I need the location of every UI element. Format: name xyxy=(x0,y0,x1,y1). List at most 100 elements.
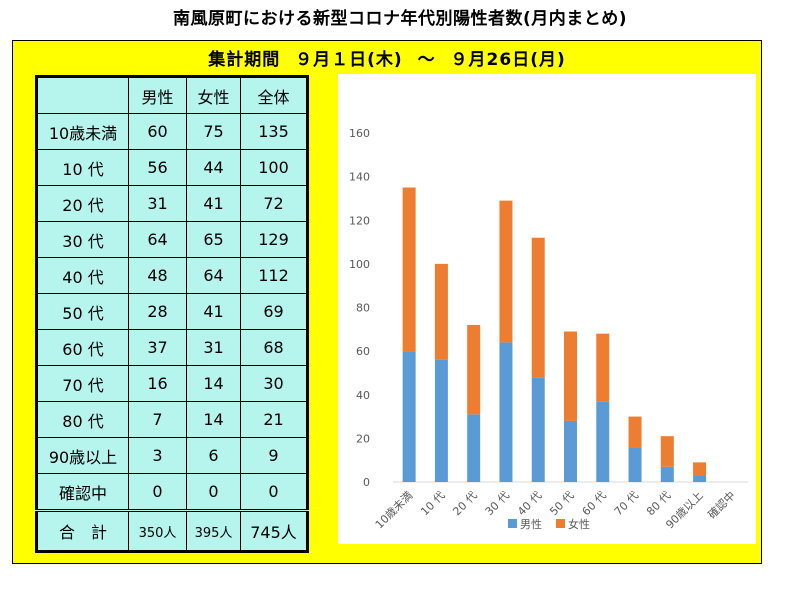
table-cell: 129 xyxy=(240,221,308,258)
table-cell: 395人 xyxy=(186,509,241,552)
bar-female xyxy=(499,200,513,343)
legend-swatch-female xyxy=(556,519,565,528)
table-cell: 70 代 xyxy=(36,365,129,402)
table-cell: 90歳以上 xyxy=(36,437,129,474)
bar-female xyxy=(467,324,481,415)
table-row: 確認中 0 0 0 xyxy=(36,473,308,511)
table-cell: 31 xyxy=(128,185,187,222)
bar-male xyxy=(628,447,642,482)
table-cell: 64 xyxy=(128,221,187,258)
table-cell: 0 xyxy=(128,473,187,511)
table-row: 10歳未満 60 75 135 xyxy=(36,113,308,150)
table-cell: 40 代 xyxy=(36,257,129,294)
period-end: ９月26日(月) xyxy=(450,50,566,70)
y-tick-label: 40 xyxy=(356,389,370,402)
table-row: 90歳以上 3 6 9 xyxy=(36,437,308,474)
bar-male xyxy=(693,475,707,482)
table-row: 30 代 64 65 129 xyxy=(36,221,308,258)
bar-female xyxy=(660,436,674,467)
table-cell: 10歳未満 xyxy=(36,113,129,150)
bar-female xyxy=(564,331,577,421)
x-tick-label: 確認中 xyxy=(705,488,738,521)
y-tick-label: 100 xyxy=(349,258,370,271)
table-cell: 14 xyxy=(186,365,241,402)
table-cell: 44 xyxy=(186,149,241,186)
table-cell: 41 xyxy=(186,185,241,222)
table-cell: 10 代 xyxy=(36,149,129,186)
table-cell: 69 xyxy=(240,293,308,330)
table-cell: 80 代 xyxy=(36,401,129,438)
y-tick-label: 0 xyxy=(363,476,370,489)
period-label: 集計期間 xyxy=(208,50,281,70)
table-row: 40 代 48 64 112 xyxy=(36,257,308,294)
table-cell: 68 xyxy=(240,329,308,366)
table-cell: 男性 xyxy=(128,76,187,114)
table-cell: 20 代 xyxy=(36,185,129,222)
bar-female xyxy=(628,416,642,448)
table-cell: 30 代 xyxy=(36,221,129,258)
table-cell: 21 xyxy=(240,401,308,438)
table-cell: 全体 xyxy=(240,76,308,114)
bar-female xyxy=(402,187,416,352)
table-row: 50 代 28 41 69 xyxy=(36,293,308,330)
bar-female xyxy=(693,462,707,476)
bar-male xyxy=(499,342,513,482)
x-tick-label: 50 代 xyxy=(547,489,576,518)
legend-swatch-male xyxy=(508,519,517,528)
table-row: 10 代 56 44 100 xyxy=(36,149,308,186)
y-tick-label: 20 xyxy=(356,432,370,445)
table-cell xyxy=(36,76,129,114)
table-body: 男性 女性 全体 10歳未満 60 75 135 10 代 56 44 100 20 代 31 41 72 3… xyxy=(36,76,308,552)
period-start: ９月１日(木) xyxy=(295,50,403,70)
table-cell: 3 xyxy=(128,437,187,474)
bar-male xyxy=(434,359,448,482)
table-cell: 確認中 xyxy=(36,473,129,511)
table-cell: 60 xyxy=(128,113,187,150)
legend-label: 女性 xyxy=(568,517,590,531)
table-cell: 9 xyxy=(240,437,308,474)
table-header-row: 男性 女性 全体 xyxy=(36,76,308,114)
y-tick-label: 60 xyxy=(356,345,370,358)
y-tick-label: 120 xyxy=(349,214,370,227)
x-tick-label: 40 代 xyxy=(515,489,544,518)
table-cell: 64 xyxy=(186,257,241,294)
bar-male xyxy=(467,414,481,482)
table-cell: 31 xyxy=(186,329,241,366)
table-cell: 135 xyxy=(240,113,308,150)
table-row: 20 代 31 41 72 xyxy=(36,185,308,222)
table-cell: 100 xyxy=(240,149,308,186)
period-header: 集計期間 ９月１日(木) ～ ９月26日(月) xyxy=(13,45,761,70)
table-cell: 6 xyxy=(186,437,241,474)
chart-svg: 0 20 40 60 80 100 120 140 160 10歳未満 10 代 20 代 30 代 40… xyxy=(349,127,748,531)
table-cell: 41 xyxy=(186,293,241,330)
table-row: 80 代 7 14 21 xyxy=(36,401,308,438)
x-tick-label: 20 代 xyxy=(450,489,479,518)
y-tick-label: 160 xyxy=(349,127,370,140)
y-tick-label: 80 xyxy=(356,302,370,315)
bar-male xyxy=(596,401,610,482)
table-cell: 65 xyxy=(186,221,241,258)
table-cell: 30 xyxy=(240,365,308,402)
x-tick-label: 70 代 xyxy=(612,489,641,518)
bar-female xyxy=(596,333,610,402)
table-cell: 28 xyxy=(128,293,187,330)
table-cell: 合 計 xyxy=(36,509,129,552)
bar-male xyxy=(402,351,416,482)
table-cell: 女性 xyxy=(186,76,241,114)
age-gender-table: 男性 女性 全体 10歳未満 60 75 135 10 代 56 44 100 20 代 31 41 72 3… xyxy=(35,75,309,553)
bar-female xyxy=(434,263,448,360)
table-cell: 72 xyxy=(240,185,308,222)
table-cell: 48 xyxy=(128,257,187,294)
table-cell: 112 xyxy=(240,257,308,294)
table-cell: 16 xyxy=(128,365,187,402)
period-separator: ～ xyxy=(417,50,436,70)
table-row: 70 代 16 14 30 xyxy=(36,365,308,402)
bar-male xyxy=(531,377,545,482)
table-cell: 0 xyxy=(240,473,308,511)
table-row: 60 代 37 31 68 xyxy=(36,329,308,366)
x-tick-label: 10 代 xyxy=(418,489,447,518)
bar-male xyxy=(660,466,674,482)
table-cell: 745人 xyxy=(240,509,308,552)
y-tick-label: 140 xyxy=(349,171,370,184)
table-cell: 7 xyxy=(128,401,187,438)
